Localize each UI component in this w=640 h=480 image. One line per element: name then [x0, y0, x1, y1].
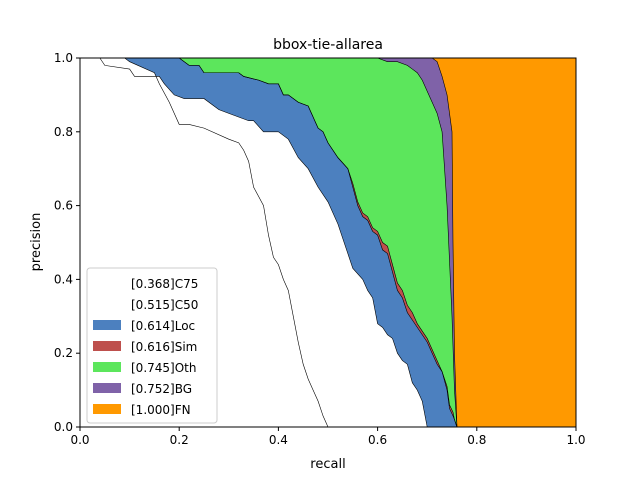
legend-swatch — [93, 341, 121, 351]
legend-label: [0.515]C50 — [131, 298, 198, 312]
y-tick-label: 0.8 — [54, 125, 73, 139]
x-tick-label: 0.0 — [70, 433, 89, 447]
x-axis: 0.0 0.2 0.4 0.6 0.8 1.0 — [70, 427, 586, 447]
legend-swatch — [93, 404, 121, 414]
y-tick-label: 0.0 — [54, 420, 73, 434]
legend-swatch — [93, 383, 121, 393]
y-tick-label: 0.2 — [54, 346, 73, 360]
y-tick-label: 0.6 — [54, 199, 73, 213]
legend-label: [1.000]FN — [131, 403, 191, 417]
legend-label: [0.368]C75 — [131, 277, 198, 291]
legend-swatch — [93, 320, 121, 330]
plot-frame — [79, 57, 577, 428]
x-tick-label: 1.0 — [566, 433, 585, 447]
line-0-368-c75 — [80, 57, 329, 428]
x-tick-label: 0.2 — [170, 433, 189, 447]
legend-label: [0.614]Loc — [131, 319, 195, 333]
x-tick-label: 0.8 — [467, 433, 486, 447]
legend-label: [0.745]Oth — [131, 361, 196, 375]
x-axis-label: recall — [310, 457, 345, 472]
x-tick-label: 0.6 — [368, 433, 387, 447]
line-0-616-sim — [80, 57, 458, 428]
legend: [0.368]C75 [0.515]C50 [0.614]Loc [0.616]Sim… — [86, 267, 218, 424]
legend-label: [0.752]BG — [131, 382, 192, 396]
y-axis-label: precision — [29, 213, 44, 272]
legend-swatch — [93, 299, 121, 309]
y-tick-label: 0.4 — [54, 272, 73, 286]
y-axis: 0.0 0.2 0.4 0.6 0.8 1.0 — [54, 51, 80, 434]
chart-title: bbox-tie-allarea — [273, 37, 383, 53]
legend-label: [0.616]Sim — [131, 340, 197, 354]
line-0-515-c50 — [80, 57, 428, 428]
y-tick-label: 1.0 — [54, 51, 73, 65]
x-tick-label: 0.4 — [269, 433, 288, 447]
legend-swatch — [93, 362, 121, 372]
legend-swatch — [93, 278, 121, 288]
plot-lines — [80, 57, 458, 428]
